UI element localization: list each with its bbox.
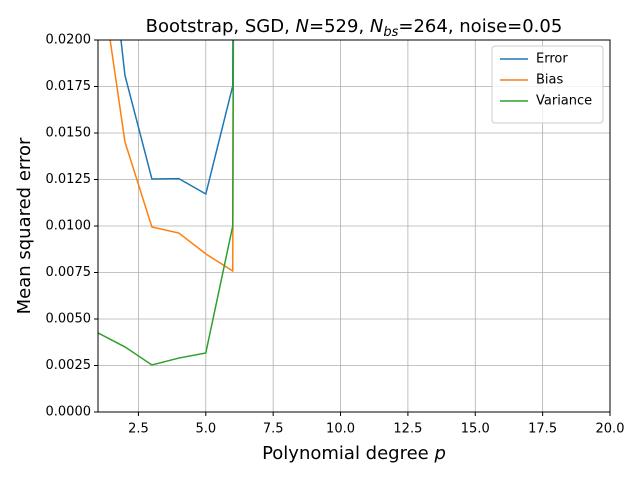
- chart-title: Bootstrap, SGD, N=529, Nbs=264, noise=0.…: [146, 16, 563, 40]
- title-part: =264, noise=0.05: [398, 16, 562, 37]
- legend-label: Variance: [536, 94, 592, 109]
- legend-label: Bias: [536, 73, 563, 88]
- y-tick-label: 0.0025: [46, 358, 92, 373]
- legend: Error Bias Variance: [491, 45, 604, 124]
- xlabel-part: Polynomial degree: [262, 443, 434, 464]
- plot-area: [98, 40, 235, 366]
- x-tick-label: 2.5: [128, 422, 149, 437]
- y-tick-label: 0.0000: [46, 405, 92, 420]
- y-tick-label: 0.0200: [46, 33, 92, 48]
- x-tick-label: 7.5: [263, 422, 284, 437]
- legend-box: [491, 45, 604, 124]
- y-tick-label: 0.0050: [46, 312, 92, 327]
- title-part: Bootstrap, SGD,: [146, 16, 296, 37]
- title-part: bs: [383, 25, 398, 40]
- y-tick-label: 0.0150: [46, 126, 92, 141]
- ticks: 2.5 5.0 7.5 10.0 12.5 15.0 17.5 20.0 0.0000 0.002…: [46, 33, 625, 437]
- y-axis-label: Mean squared error: [14, 137, 35, 314]
- series-line: [109, 40, 235, 273]
- x-tick-label: 12.5: [393, 422, 422, 437]
- series-line: [98, 40, 235, 366]
- x-tick-label: 20.0: [596, 422, 625, 437]
- legend-label: Error: [536, 52, 568, 67]
- title-part: N: [370, 16, 383, 37]
- x-axis-label: Polynomial degree p: [262, 443, 446, 464]
- y-tick-label: 0.0175: [46, 79, 92, 94]
- x-tick-label: 15.0: [461, 422, 490, 437]
- x-tick-label: 10.0: [326, 422, 355, 437]
- x-tick-label: 17.5: [528, 422, 557, 437]
- x-tick-label: 5.0: [195, 422, 216, 437]
- title-part: =529,: [309, 16, 370, 37]
- xlabel-part: p: [433, 443, 445, 464]
- y-tick-label: 0.0100: [46, 219, 92, 234]
- title-part: N: [296, 16, 309, 37]
- y-tick-label: 0.0125: [46, 172, 92, 187]
- y-tick-label: 0.0075: [46, 265, 92, 280]
